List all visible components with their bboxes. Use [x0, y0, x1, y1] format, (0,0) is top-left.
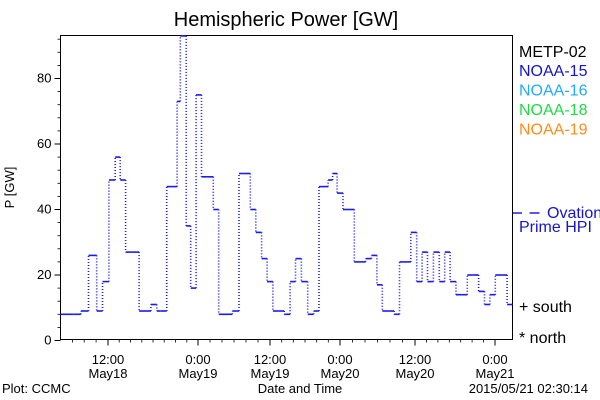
- svg-text:12:00: 12:00: [92, 352, 125, 367]
- svg-text:NOAA-15: NOAA-15: [519, 63, 588, 80]
- svg-text:NOAA-16: NOAA-16: [519, 83, 588, 100]
- svg-text:12:00: 12:00: [254, 352, 287, 367]
- svg-text:* north: * north: [519, 330, 566, 347]
- svg-text:NOAA-19: NOAA-19: [519, 122, 588, 139]
- svg-text:Prime HPI: Prime HPI: [519, 219, 592, 236]
- svg-text:60: 60: [37, 136, 51, 151]
- svg-text:Plot: CCMC: Plot: CCMC: [2, 381, 71, 396]
- svg-text:0:00: 0:00: [327, 352, 352, 367]
- svg-text:May21: May21: [475, 366, 514, 381]
- svg-text:40: 40: [37, 202, 51, 217]
- svg-text:0: 0: [44, 333, 51, 348]
- svg-text:May20: May20: [320, 366, 359, 381]
- svg-text:0:00: 0:00: [185, 352, 210, 367]
- svg-text:May18: May18: [88, 366, 127, 381]
- svg-text:May19: May19: [250, 366, 289, 381]
- svg-text:2015/05/21 02:30:14: 2015/05/21 02:30:14: [469, 381, 588, 396]
- svg-text:12:00: 12:00: [399, 352, 432, 367]
- svg-text:Hemispheric Power [GW]: Hemispheric Power [GW]: [174, 9, 399, 31]
- svg-text:+ south: + south: [519, 299, 572, 316]
- svg-text:80: 80: [37, 71, 51, 86]
- svg-text:May20: May20: [395, 366, 434, 381]
- svg-text:20: 20: [37, 267, 51, 282]
- svg-text:METP-02: METP-02: [519, 44, 587, 61]
- svg-text:May19: May19: [178, 366, 217, 381]
- svg-text:NOAA-18: NOAA-18: [519, 102, 588, 119]
- svg-text:P [GW]: P [GW]: [2, 167, 17, 209]
- svg-text:Date and Time: Date and Time: [258, 381, 343, 396]
- svg-text:0:00: 0:00: [482, 352, 507, 367]
